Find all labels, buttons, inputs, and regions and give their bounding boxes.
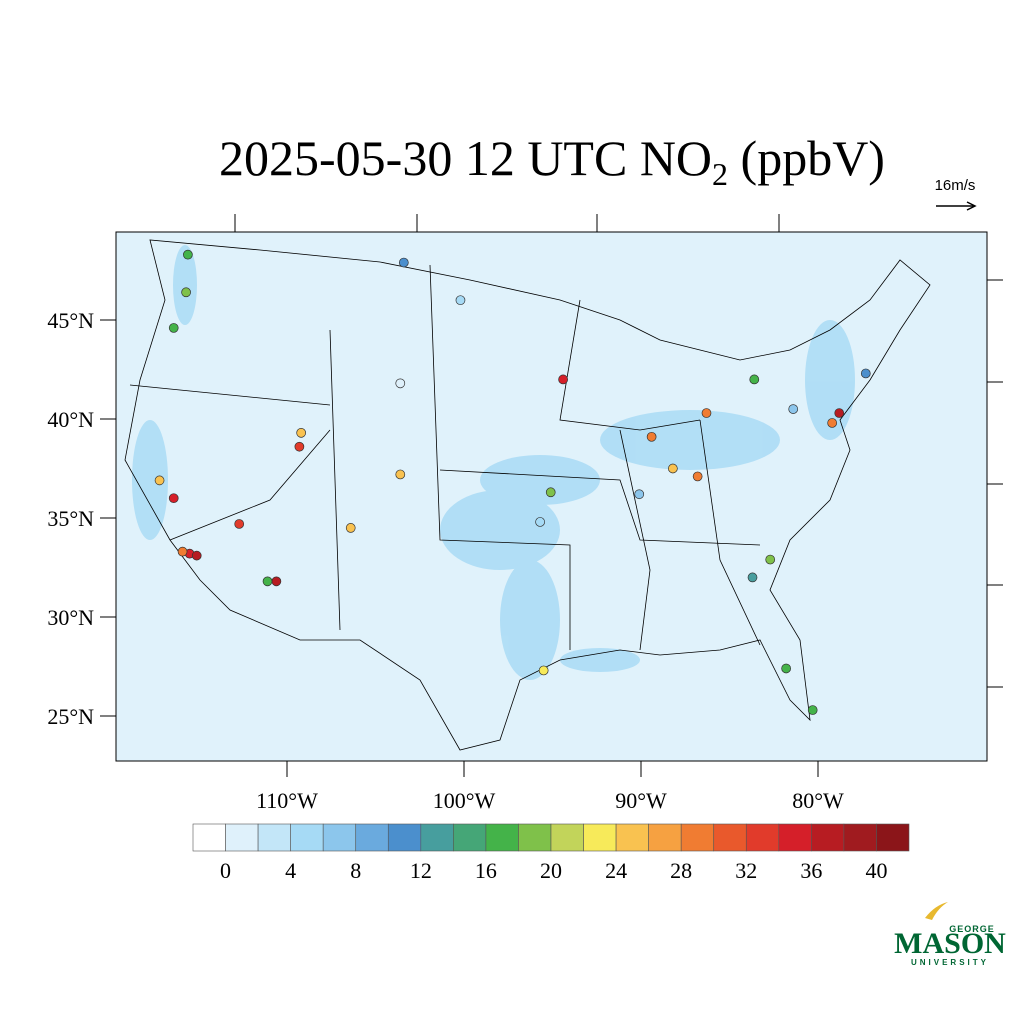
colorbar-box [615,823,649,852]
station [668,463,678,474]
station [834,408,845,418]
lon-tick-label: 110°W [256,788,318,813]
station [294,441,305,452]
station [191,550,202,561]
station [781,663,791,674]
title-sub: 2 [712,156,728,192]
colorbar-tick-label: 32 [735,858,757,883]
axis-layer: 45°N 40°N 35°N 30°N 25°N 110°W 100°W 90°W 80°W [47,308,844,813]
colorbar-box [485,823,519,852]
station [538,665,549,676]
vector-label: 16m/s [935,177,976,194]
station [535,517,545,527]
station [168,493,179,504]
colorbar-box [257,823,291,852]
colorbar-tick-label: 0 [220,858,231,883]
station-layer [154,249,871,715]
map-frame [115,231,988,762]
colorbar: 0 4 8 12 16 20 24 28 32 36 40 [192,823,910,883]
colorbar-box [680,823,715,852]
colorbar-box [518,823,552,852]
boundaries [124,239,931,751]
colorbar-tick-label: 16 [475,858,497,883]
colorbar-box [420,823,454,852]
station [395,378,406,389]
station [634,489,645,500]
station [827,418,838,428]
station [765,554,776,565]
colorbar-box [322,823,357,852]
colorbar-box [778,823,812,852]
station [296,428,307,438]
station [692,471,703,482]
logo-main: MASON [894,927,1006,960]
colorbar-box [192,823,226,852]
colorbar-box [453,823,487,852]
station [154,475,165,486]
lat-tick-label: 40°N [47,407,94,432]
lat-tick-label: 35°N [47,506,94,531]
station [788,404,799,414]
station [181,287,191,298]
colorbar-tick-label: 20 [540,858,562,883]
station [807,705,818,715]
logo-bottom: UNIVERSITY [911,958,989,967]
colorbar-tick-label: 4 [285,858,296,883]
colorbar-box [713,823,747,852]
colorbar-tick-label: 36 [800,858,822,883]
title-unit: (ppbV) [728,130,885,186]
lon-tick-label: 90°W [615,788,667,813]
station [177,546,188,557]
station [860,368,871,379]
colorbar-box [648,823,682,852]
lon-tick-label: 100°W [433,788,496,813]
title: 2025-05-30 12 UTC NO2 (ppbV) [219,130,885,192]
colorbar-box [745,823,780,852]
station [747,572,758,583]
station [345,523,356,533]
plume-layer [132,245,855,680]
colorbar-box [225,823,259,852]
station [455,295,466,306]
colorbar-tick-label: 40 [865,858,887,883]
colorbar-box [387,823,422,852]
colorbar-box [876,823,910,852]
logo-top: GEORGE [949,924,995,934]
colorbar-box [583,823,617,852]
colorbar-tick-label: 28 [670,858,692,883]
colorbar-box [355,823,389,852]
colorbar-tick-label: 8 [350,858,361,883]
station [395,469,406,480]
station [271,576,282,587]
station [168,323,179,333]
lat-tick-label: 30°N [47,605,94,630]
station [262,576,273,587]
station [398,257,409,268]
lon-tick-label: 80°W [792,788,844,813]
colorbar-box [550,823,584,852]
frame-ticks [234,214,1003,688]
lat-tick-label: 45°N [47,308,94,333]
logo: GEORGE MASON UNIVERSITY [894,902,1006,967]
lat-tick-label: 25°N [47,704,94,729]
colorbar-box [290,823,324,852]
ref-arrow [936,201,977,211]
colorbar-box [843,823,877,852]
colorbar-box [811,823,845,852]
station [701,408,712,418]
station [646,431,657,442]
station [234,519,245,529]
title-main: 2025-05-30 12 UTC NO [219,130,712,186]
colorbar-tick-label: 12 [410,858,432,883]
colorbar-tick-label: 24 [605,858,627,883]
station [749,374,760,385]
station [545,487,556,498]
station [183,249,193,260]
station [558,374,568,385]
